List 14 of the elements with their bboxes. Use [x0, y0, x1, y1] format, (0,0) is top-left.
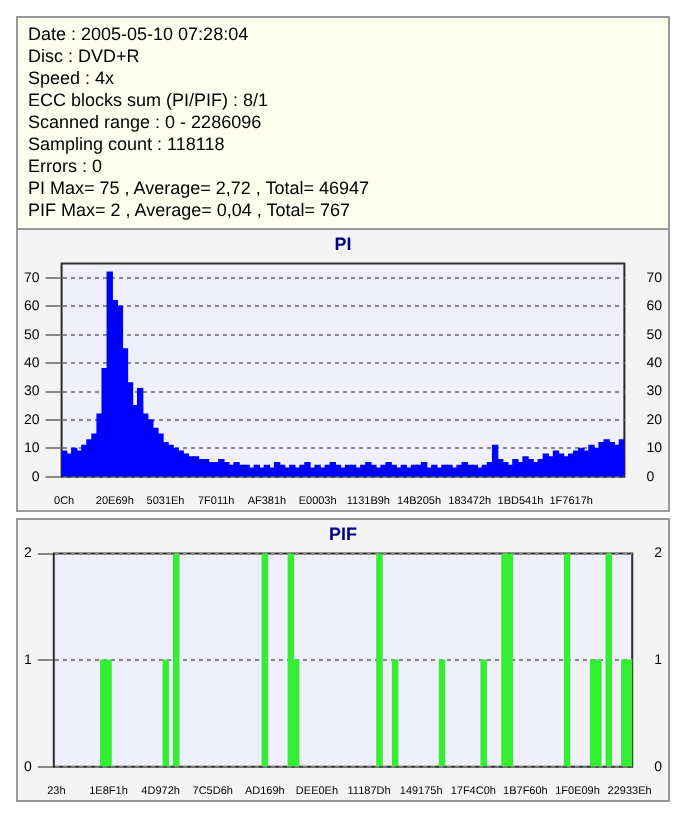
chart-title: PI: [334, 233, 352, 254]
bar: [243, 464, 250, 477]
text: Speed : 4x: [28, 68, 117, 90]
text: Date : 2005-05-10 07:28:04: [28, 24, 251, 46]
text: Scanned range : 0 - 2286096: [28, 112, 264, 134]
text: Errors : 0: [28, 156, 105, 178]
bar: [172, 447, 179, 477]
text: ECC blocks sum (PI/PIF) : 8/1: [28, 90, 271, 112]
text: Disc : DVD+R: [28, 46, 142, 68]
text: PIF Max= 2 , Average= 0,04 , Total= 767: [28, 200, 353, 222]
chart-title: PIF: [328, 523, 358, 544]
bar: [532, 461, 539, 477]
text: PI Max= 75 , Average= 2,72 , Total= 46947: [28, 178, 372, 200]
text: Sampling count : 118118: [28, 134, 227, 156]
